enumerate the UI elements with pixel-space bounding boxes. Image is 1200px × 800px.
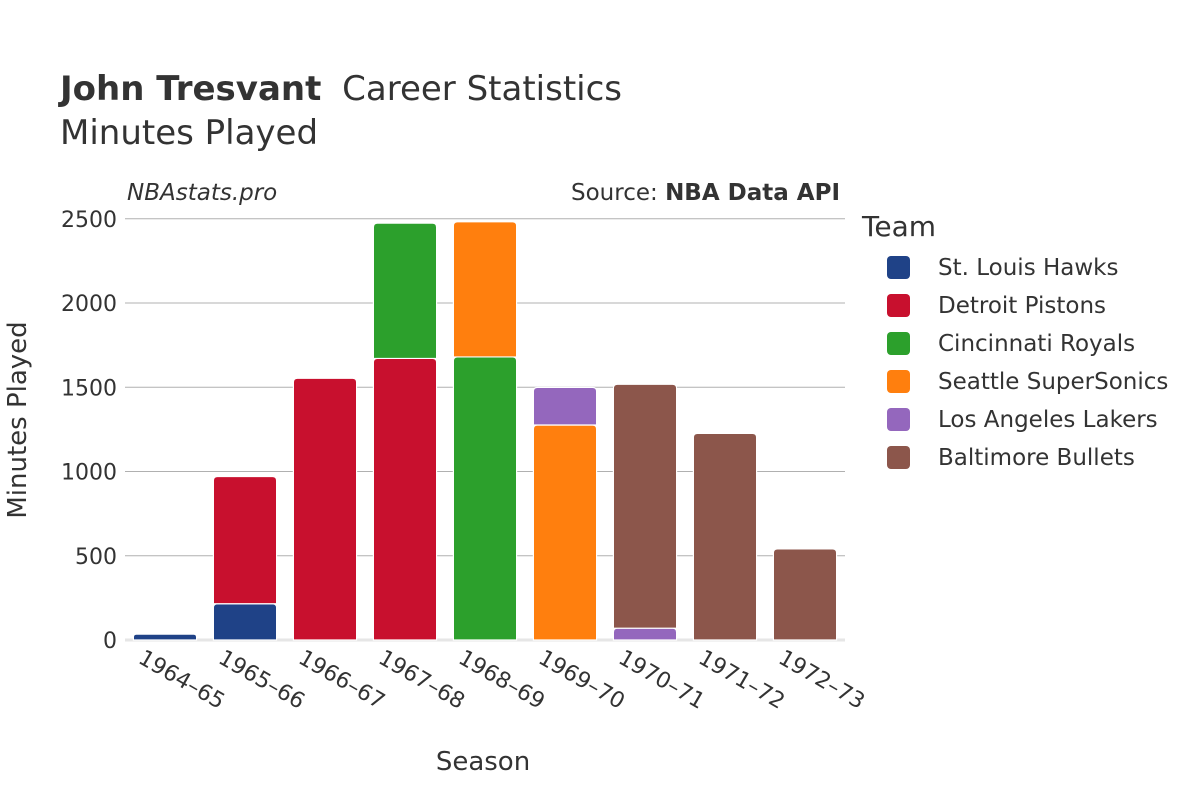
y-tick-labels: 0 500 1000 1500 2000 2500 bbox=[61, 208, 117, 654]
chart-subtitle: Minutes Played bbox=[60, 113, 318, 153]
bar-segment[interactable] bbox=[372, 357, 438, 641]
legend-swatch bbox=[887, 294, 910, 317]
y-tick-label: 1500 bbox=[61, 376, 117, 401]
x-tick-label: 1965–66 bbox=[214, 646, 309, 715]
legend-item[interactable]: St. Louis Hawks bbox=[887, 255, 1119, 281]
bar-segment[interactable] bbox=[612, 383, 678, 629]
legend-swatch bbox=[887, 256, 910, 279]
bar-segment[interactable] bbox=[532, 386, 598, 426]
bar-segment[interactable] bbox=[212, 603, 278, 641]
source-name: NBA Data API bbox=[665, 180, 840, 206]
legend: St. Louis Hawks Detroit Pistons Cincinnati… bbox=[887, 255, 1168, 471]
legend-label: Baltimore Bullets bbox=[938, 445, 1135, 471]
legend-item[interactable]: Cincinnati Royals bbox=[887, 331, 1135, 357]
y-tick-label: 2000 bbox=[61, 292, 117, 317]
bar-segment[interactable] bbox=[372, 222, 438, 360]
bar-segment[interactable] bbox=[772, 548, 838, 641]
legend-item[interactable]: Los Angeles Lakers bbox=[887, 407, 1158, 433]
y-tick-label: 500 bbox=[75, 545, 117, 570]
x-tick-label: 1971–72 bbox=[694, 646, 789, 715]
legend-item[interactable]: Baltimore Bullets bbox=[887, 445, 1135, 471]
title-suffix: Career Statistics bbox=[342, 69, 622, 109]
bar-segment[interactable] bbox=[532, 424, 598, 641]
legend-label: Detroit Pistons bbox=[938, 293, 1106, 319]
watermark: NBAstats.pro bbox=[127, 180, 277, 206]
y-axis-title: Minutes Played bbox=[3, 321, 33, 518]
x-tick-labels: 1964–651965–661966–671967–681968–691969–… bbox=[134, 646, 869, 715]
y-tick-label: 2500 bbox=[61, 208, 117, 233]
x-tick-label: 1967–68 bbox=[374, 646, 469, 715]
x-tick-label: 1964–65 bbox=[134, 646, 229, 715]
legend-label: St. Louis Hawks bbox=[938, 255, 1119, 281]
x-tick-label: 1966–67 bbox=[294, 646, 389, 715]
bar-segment[interactable] bbox=[452, 221, 518, 358]
bar-segment[interactable] bbox=[452, 356, 518, 641]
legend-swatch bbox=[887, 332, 910, 355]
legend-title: Team bbox=[861, 210, 936, 243]
legend-swatch bbox=[887, 370, 910, 393]
chart-title: John Tresvant Career Statistics bbox=[58, 69, 622, 109]
bar-segment[interactable] bbox=[212, 475, 278, 605]
legend-item[interactable]: Seattle SuperSonics bbox=[887, 369, 1168, 395]
source-credit: Source: NBA Data API bbox=[571, 180, 840, 206]
legend-swatch bbox=[887, 446, 910, 469]
y-tick-label: 1000 bbox=[61, 461, 117, 486]
bar-segment[interactable] bbox=[292, 377, 358, 641]
x-tick-label: 1968–69 bbox=[454, 646, 549, 715]
x-tick-label: 1972–73 bbox=[774, 646, 869, 715]
legend-item[interactable]: Detroit Pistons bbox=[887, 293, 1106, 319]
x-axis-title: Season bbox=[436, 747, 530, 777]
title-player-name: John Tresvant bbox=[58, 69, 321, 109]
source-prefix: Source: bbox=[571, 180, 665, 206]
legend-label: Seattle SuperSonics bbox=[938, 369, 1168, 395]
legend-swatch bbox=[887, 408, 910, 431]
legend-label: Los Angeles Lakers bbox=[938, 407, 1158, 433]
legend-label: Cincinnati Royals bbox=[938, 331, 1135, 357]
x-tick-label: 1969–70 bbox=[534, 646, 629, 715]
bars bbox=[132, 221, 838, 641]
x-tick-label: 1970–71 bbox=[614, 646, 709, 715]
bar-segment[interactable] bbox=[132, 633, 198, 641]
bar-segment[interactable] bbox=[692, 432, 758, 641]
y-tick-label: 0 bbox=[103, 629, 117, 654]
bar-segment[interactable] bbox=[612, 627, 678, 641]
